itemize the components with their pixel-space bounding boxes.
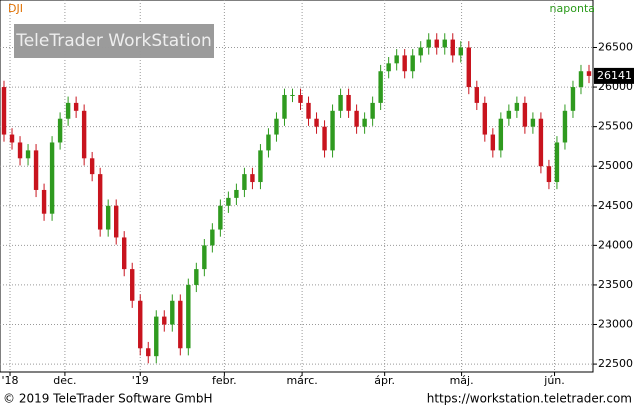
candle-body bbox=[234, 189, 239, 198]
candle-body bbox=[226, 197, 231, 206]
candle-body bbox=[530, 118, 536, 127]
candle-body bbox=[25, 150, 31, 159]
y-tick-label: 25500 bbox=[598, 120, 633, 133]
candle-body bbox=[266, 134, 271, 151]
candle-body bbox=[57, 118, 63, 143]
candle-body bbox=[490, 134, 496, 151]
x-tick-label: dec. bbox=[53, 374, 76, 387]
y-tick-label: 24000 bbox=[598, 238, 633, 251]
candle-body bbox=[154, 316, 159, 357]
candle-body bbox=[130, 269, 135, 301]
candle-body bbox=[434, 39, 439, 48]
x-tick-label: márc. bbox=[286, 374, 317, 387]
candle-body bbox=[65, 102, 71, 119]
last-price: 26141 bbox=[597, 69, 632, 82]
candle-body bbox=[562, 110, 568, 143]
x-tick-label: febr. bbox=[212, 374, 237, 387]
candle-body bbox=[9, 134, 15, 143]
x-tick-label: máj. bbox=[450, 374, 474, 387]
candle-body bbox=[1, 87, 7, 135]
candle-body bbox=[378, 71, 383, 103]
candle-body bbox=[426, 39, 431, 48]
candle-body bbox=[570, 87, 576, 111]
candle-body bbox=[538, 118, 544, 167]
candle-body bbox=[81, 110, 87, 159]
candle-body bbox=[578, 71, 584, 88]
candle-body bbox=[466, 47, 471, 88]
copyright: © 2019 TeleTrader Software GmbH bbox=[3, 392, 213, 406]
y-tick-label: 26500 bbox=[598, 40, 633, 53]
candle-body bbox=[17, 142, 23, 159]
y-tick-label: 24500 bbox=[598, 199, 633, 212]
candle-body bbox=[73, 102, 79, 111]
candle-body bbox=[298, 94, 303, 103]
candle-body bbox=[218, 205, 223, 230]
y-tick-label: 22500 bbox=[598, 357, 633, 370]
candle-body bbox=[178, 300, 183, 349]
watermark-box bbox=[14, 24, 214, 58]
candle-body bbox=[274, 118, 279, 135]
candle-body bbox=[97, 174, 103, 230]
candle-body bbox=[202, 245, 207, 270]
candle-body bbox=[410, 55, 415, 72]
candle-body bbox=[146, 348, 151, 357]
candle-body bbox=[113, 205, 119, 238]
last-price-box bbox=[594, 67, 634, 84]
candle-body bbox=[89, 158, 95, 175]
x-tick-label: '18 bbox=[2, 374, 19, 387]
watermark: TeleTrader WorkStation bbox=[15, 31, 212, 51]
candle-body bbox=[362, 118, 367, 127]
y-tick-label: 25000 bbox=[598, 159, 633, 172]
x-tick-label: jún. bbox=[543, 374, 565, 387]
candle-body bbox=[522, 102, 528, 127]
candle-body bbox=[138, 300, 143, 349]
candle-body bbox=[586, 71, 592, 76]
candle-body bbox=[338, 94, 343, 111]
candle-body bbox=[290, 94, 295, 96]
candle-body bbox=[194, 269, 199, 285]
candle-body bbox=[450, 39, 455, 56]
candle-body bbox=[322, 126, 327, 151]
y-tick-label: 23500 bbox=[598, 278, 633, 291]
candle-body bbox=[314, 118, 319, 127]
candle-body bbox=[186, 284, 191, 349]
interval: naponta bbox=[550, 2, 595, 15]
candle-body bbox=[170, 300, 175, 325]
candle-body bbox=[258, 150, 263, 183]
candle-body bbox=[474, 87, 480, 103]
candle-body bbox=[482, 102, 488, 135]
candle-body bbox=[162, 316, 167, 325]
candle-body bbox=[386, 63, 391, 72]
candle-body bbox=[402, 55, 407, 72]
candle-body bbox=[442, 39, 447, 48]
candle-body bbox=[346, 94, 351, 111]
candle-body bbox=[49, 142, 55, 214]
candle-body bbox=[250, 174, 255, 183]
symbol: DJI bbox=[8, 2, 23, 15]
candle-body bbox=[330, 110, 335, 151]
candle-body bbox=[498, 118, 504, 151]
candle-body bbox=[370, 102, 375, 119]
candle-body bbox=[105, 205, 111, 230]
candle-body bbox=[282, 94, 287, 119]
candle-body bbox=[354, 110, 359, 127]
candle-body bbox=[458, 47, 463, 56]
candle-body bbox=[122, 237, 127, 270]
candle-body bbox=[306, 102, 311, 119]
candle-body bbox=[546, 166, 552, 183]
candle-body bbox=[554, 142, 560, 183]
candle-body bbox=[394, 55, 399, 64]
candle-body bbox=[210, 229, 215, 246]
x-tick-label: ápr. bbox=[374, 374, 395, 387]
candle-body bbox=[418, 47, 423, 56]
candle-body bbox=[514, 102, 520, 111]
candle-body bbox=[33, 150, 39, 190]
candle-body bbox=[506, 110, 512, 119]
candle-body bbox=[242, 174, 247, 190]
y-tick-label: 23000 bbox=[598, 318, 633, 331]
x-tick-label: '19 bbox=[132, 374, 149, 387]
candle-body bbox=[41, 189, 47, 214]
url: https://workstation.teletrader.com bbox=[427, 392, 632, 406]
